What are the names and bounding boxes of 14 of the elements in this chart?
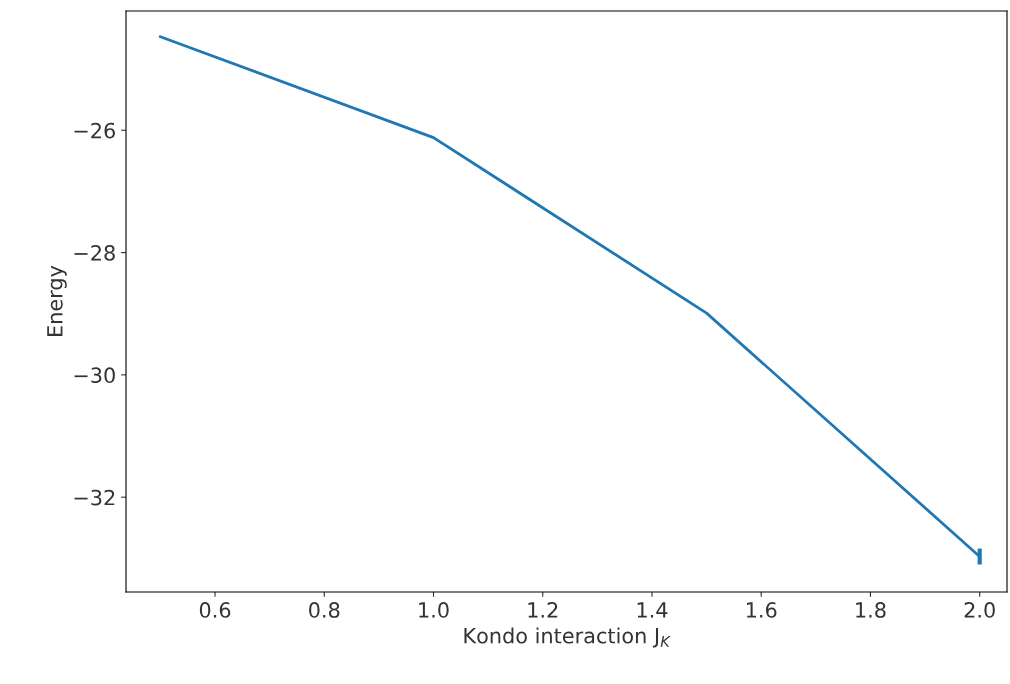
x-tick-label: 2.0 (964, 602, 995, 618)
y-tick-label: −26 (74, 122, 115, 139)
y-tick-label: −28 (74, 245, 115, 261)
y-tick-label: −30 (74, 367, 115, 384)
x-tick-label: 0.8 (309, 602, 340, 618)
x-tick-label: 0.6 (199, 602, 231, 618)
x-tick-label: 1.8 (856, 602, 886, 618)
x-tick-label: 1.2 (528, 602, 558, 618)
y-axis-title: Energy (47, 265, 67, 336)
x-tick-label: 1.6 (746, 602, 777, 618)
x-axis-title: Kondo interaction J$_{K}$ (464, 627, 671, 648)
x-tick-label: 1.4 (637, 602, 668, 618)
x-tick-label: 1.0 (419, 602, 449, 618)
y-tick-label: −32 (74, 489, 115, 506)
